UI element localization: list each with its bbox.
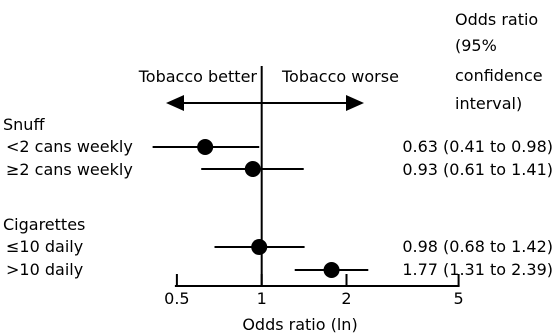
point-estimate [244,161,261,177]
or-header-line-3: confidence [455,66,543,85]
or-ci-text: 0.93 (0.61 to 1.41) [402,160,553,179]
forest-marks [152,139,369,278]
direction-right-label: Tobacco worse [281,67,399,86]
row-label: ≥2 cans weekly [6,160,133,179]
row-label: >10 daily [6,260,83,279]
or-header-line-2: (95% [455,36,497,55]
or-ci-text: 0.63 (0.41 to 0.98) [402,137,553,156]
point-estimate [251,239,268,255]
left-arrowhead [166,95,184,111]
x-tick-label: 0.5 [164,289,189,308]
row-label: ≤10 daily [6,237,83,256]
forest-rows: Snuff <2 cans weekly 0.63 (0.41 to 0.98) ≥2… [3,115,553,279]
x-tick-label: 2 [341,289,351,308]
x-axis-label: Odds ratio (ln) [242,315,357,334]
or-header-line-1: Odds ratio [455,10,538,29]
point-estimate [323,262,340,278]
or-ci-text: 1.77 (1.31 to 2.39) [402,260,553,279]
row-label: <2 cans weekly [6,137,133,156]
group-label: Snuff [3,115,45,134]
or-ci-text: 0.98 (0.68 to 1.42) [402,237,553,256]
right-arrowhead [346,95,364,111]
point-estimate [197,139,214,155]
group-label: Cigarettes [3,215,85,234]
x-tick-label: 5 [453,289,463,308]
direction-left-label: Tobacco better [138,67,258,86]
x-axis-ticks: 0.5 1 2 5 [164,274,464,308]
or-header-line-4: interval) [455,94,522,113]
x-tick-label: 1 [257,289,267,308]
